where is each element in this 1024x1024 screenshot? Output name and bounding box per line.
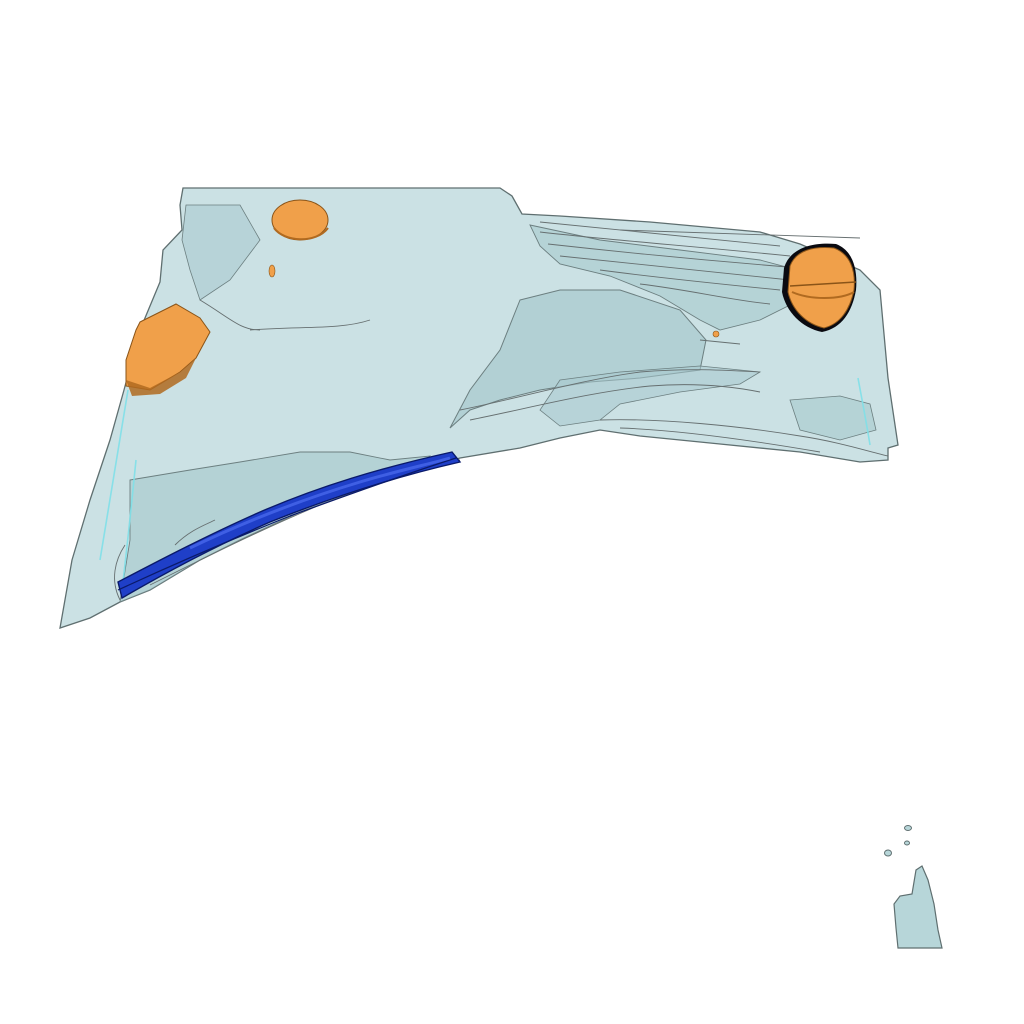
- orange-body-top: [271, 199, 329, 241]
- orange-fleck-b: [712, 330, 720, 338]
- inner-layer-c: [789, 395, 877, 441]
- marker-dot-c: [904, 840, 910, 846]
- marker-dot-b: [884, 849, 892, 857]
- edge-highlights: [99, 377, 871, 591]
- blue-band-shade: [117, 457, 457, 591]
- inner-layer-e: [181, 204, 261, 301]
- orientation-marker: [884, 825, 943, 949]
- marker-dot-a: [904, 825, 912, 831]
- blue-band-highlight: [189, 456, 451, 550]
- blue-band: [117, 451, 462, 600]
- marker-figure: [893, 865, 943, 949]
- inner-layer-f: [539, 365, 762, 427]
- orange-body-left: [125, 303, 211, 396]
- orange-body-right: [782, 243, 857, 332]
- orange-fleck-a: [268, 264, 276, 278]
